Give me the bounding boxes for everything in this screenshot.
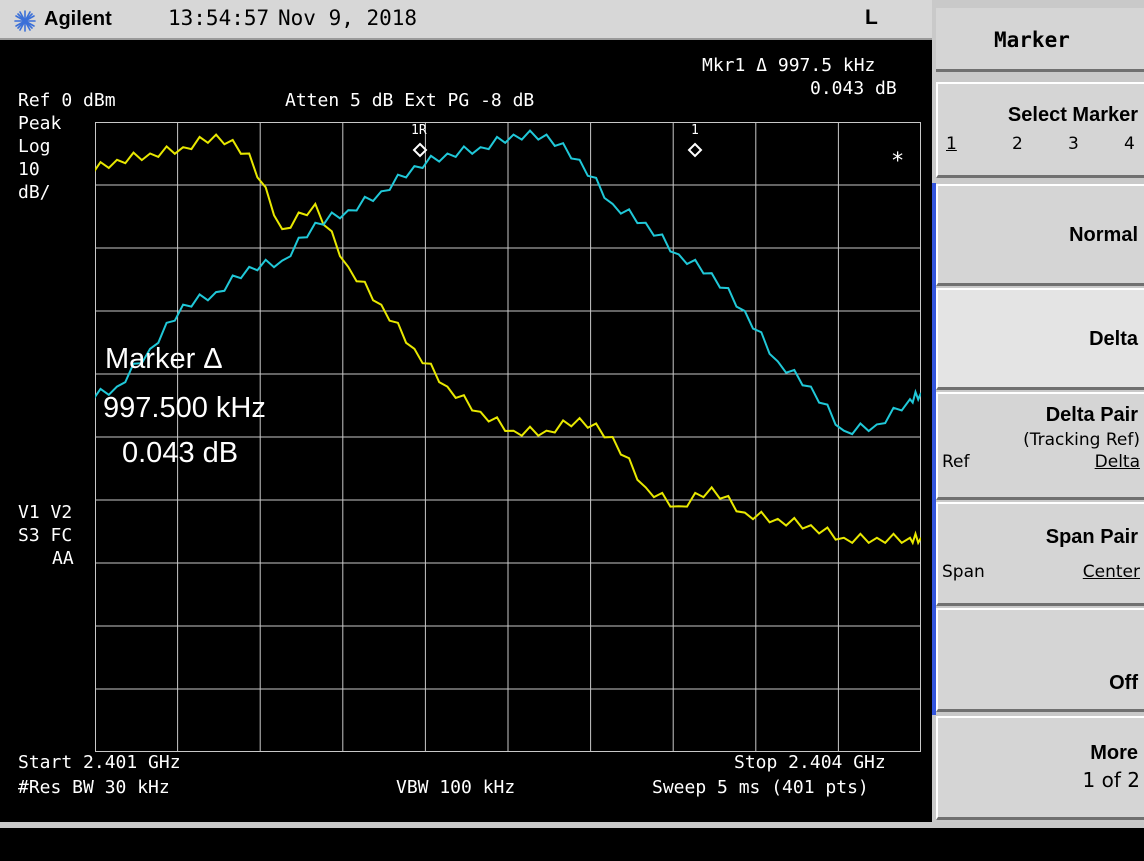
delta-marker: 1 [687,123,703,158]
delta-pair-button[interactable]: Delta Pair (Tracking Ref) Ref Delta [936,392,1144,500]
start-frequency: Start 2.401 GHz [18,752,181,773]
span-pair-button[interactable]: Span Pair Span Center [936,502,1144,606]
ref-level: Ref 0 dBm [18,90,116,111]
delta-button[interactable]: Delta [936,288,1144,390]
trace-flags-2: S3 FC [18,525,73,546]
video-bandwidth: VBW 100 kHz [396,777,516,798]
marker-value: 0.043 dB [810,78,897,99]
marker-ref-diamond-icon [412,142,428,158]
brand-name: Agilent [44,8,112,30]
select-marker-option-3: 3 [1068,134,1079,154]
marker-diamond-icon [687,142,703,158]
normal-button[interactable]: Normal [936,184,1144,286]
reference-marker: 1R [411,123,428,158]
select-marker-button[interactable]: Select Marker 1 2 3 4 [936,82,1144,178]
message-line [0,822,1144,861]
marker-label: Mkr1 Δ 997.5 kHz [702,55,876,76]
off-button[interactable]: Off [936,608,1144,712]
select-marker-option-1: 1 [946,134,957,154]
span-pair-center-option: Center [1082,562,1140,582]
delta-pair-subtitle: (Tracking Ref) [1023,430,1140,450]
delta-pair-delta-option: Delta [1094,452,1140,472]
menu-title: Marker [936,8,1144,72]
select-marker-option-2: 2 [1012,134,1023,154]
agilent-logo-icon [14,10,36,32]
readout-frequency: 997.500 kHz [103,392,266,424]
span-pair-span-option: Span [942,562,985,582]
readout-amplitude: 0.043 dB [122,437,239,469]
detector-mode: Peak [18,113,62,134]
attenuation: Atten 5 dB Ext PG -8 dB [285,90,535,111]
trace-1-line [95,133,921,546]
trace-flags-3: AA [52,548,74,569]
scale-value: 10 [18,159,40,180]
local-indicator: L [865,6,878,29]
active-menu-bracket [932,183,936,715]
marker-ref-tag: 1R [411,123,427,138]
stop-frequency: Stop 2.404 GHz [734,752,886,773]
marker-tag: 1 [691,123,699,138]
more-page-indicator: 1 of 2 [1082,768,1140,792]
readout-title: Marker Δ [105,343,223,375]
trace-2-line [95,129,921,539]
select-marker-option-4: 4 [1124,134,1135,154]
more-button[interactable]: More 1 of 2 [936,716,1144,820]
trace-flags-1: V1 V2 [18,502,73,523]
status-bar: Agilent 13:54:57 Nov 9, 2018 L [0,0,932,40]
sweep-time: Sweep 5 ms (401 pts) [652,777,869,798]
delta-pair-ref-option: Ref [942,452,970,472]
scale-type: Log [18,136,51,157]
resolution-bandwidth: #Res BW 30 kHz [18,777,170,798]
trace-graticule: 1R 1 * [95,122,921,752]
asterisk-indicator: * [891,149,904,174]
clock: 13:54:57 [168,6,270,30]
date: Nov 9, 2018 [278,6,418,30]
scale-unit: dB/ [18,182,51,203]
